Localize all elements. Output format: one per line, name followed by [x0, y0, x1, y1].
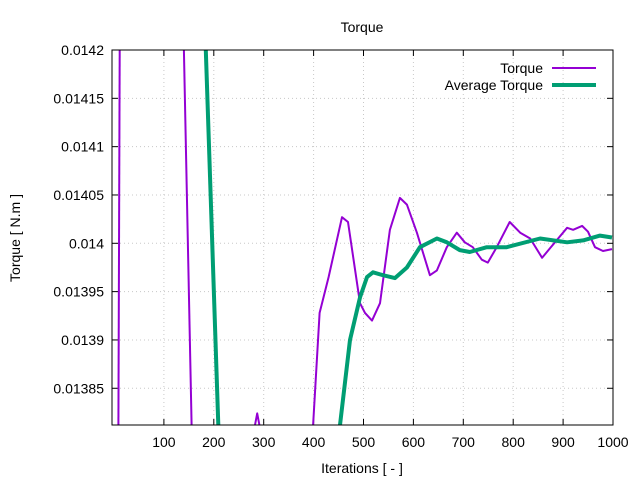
x-axis-label: Iterations [ - ] — [321, 460, 403, 476]
plot-border — [111, 49, 614, 426]
legend-label-torque: Torque — [500, 60, 543, 76]
x-tick-label: 600 — [402, 434, 426, 450]
y-tick-label: 0.0141 — [61, 139, 104, 155]
y-tick-label: 0.01415 — [53, 90, 104, 106]
y-tick-label: 0.0139 — [61, 332, 104, 348]
y-axis-label: Torque [ N.m ] — [7, 194, 23, 282]
ticks: 100 200 300 400 500 600 700 800 900 1000 0.01385 0.… — [53, 42, 628, 450]
legend-label-average-torque: Average Torque — [445, 77, 544, 93]
series-lines — [117, 49, 613, 426]
x-tick-label: 500 — [352, 434, 376, 450]
series-line-average-torque — [203, 49, 221, 426]
series-line-torque — [117, 49, 121, 426]
series-line-average-torque — [338, 233, 613, 426]
chart-title: Torque — [341, 19, 384, 35]
x-tick-label: 200 — [202, 434, 226, 450]
x-tick-label: 300 — [252, 434, 276, 450]
y-tick-label: 0.014 — [69, 235, 104, 251]
x-tick-label: 700 — [452, 434, 476, 450]
series-line-torque — [312, 196, 613, 426]
x-tick-label: 400 — [302, 434, 326, 450]
series-line-torque — [254, 412, 261, 426]
y-tick-label: 0.01385 — [53, 380, 104, 396]
x-tick-label: 900 — [551, 434, 575, 450]
y-tick-label: 0.01405 — [53, 187, 104, 203]
y-tick-label: 0.01395 — [53, 284, 104, 300]
x-tick-label: 1000 — [597, 434, 628, 450]
legend: Torque Average Torque — [445, 60, 596, 93]
x-tick-label: 800 — [502, 434, 526, 450]
y-tick-label: 0.0142 — [61, 42, 104, 58]
series-line-torque — [182, 49, 193, 426]
x-tick-label: 100 — [152, 434, 176, 450]
